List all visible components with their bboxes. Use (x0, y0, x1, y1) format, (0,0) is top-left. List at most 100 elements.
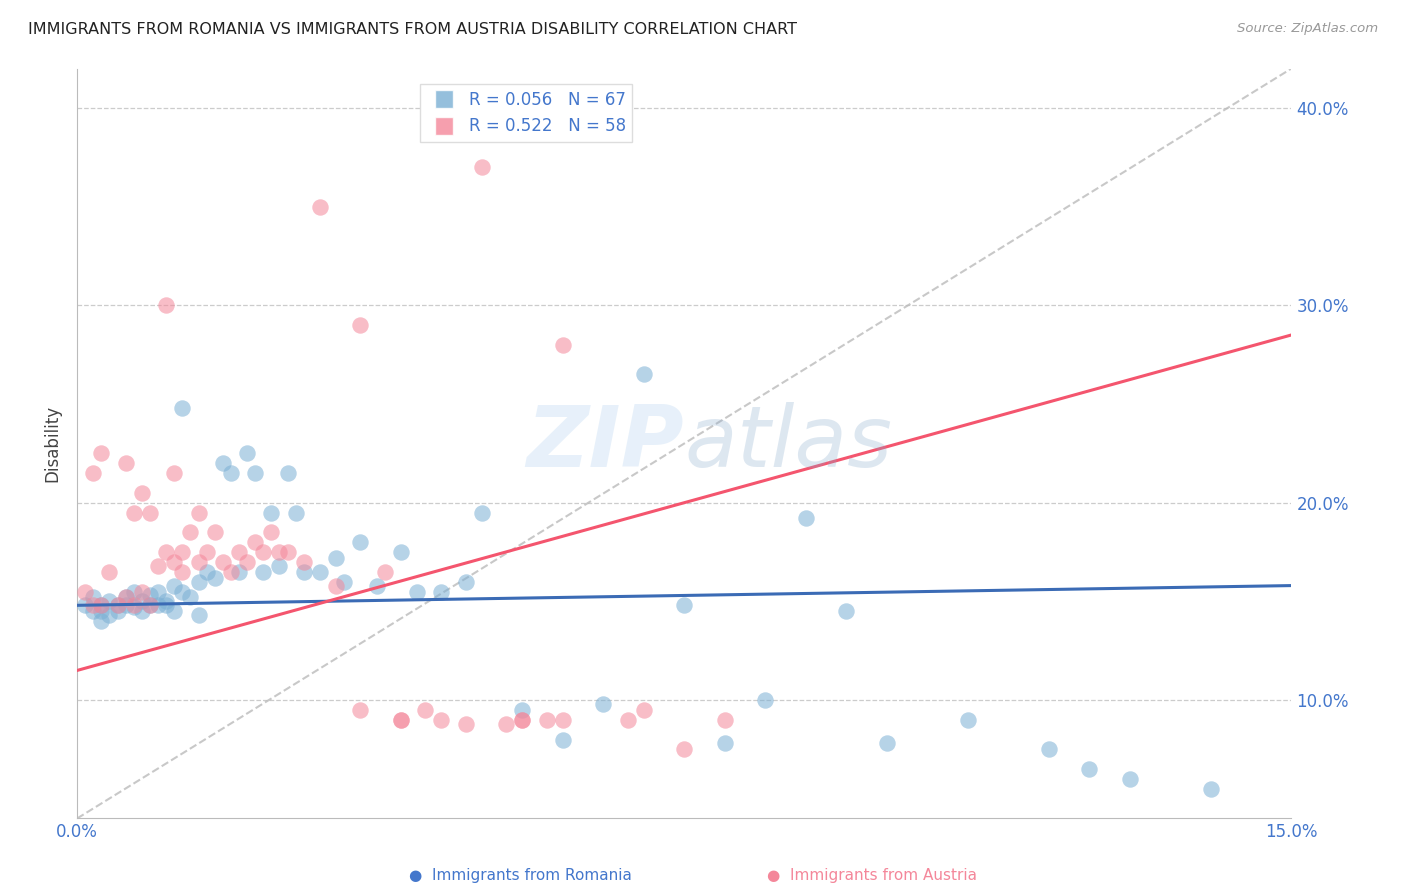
Point (406, 584, 429, 599)
Point (187, 555, 209, 569)
Point (187, 608, 209, 623)
Point (163, 466, 186, 480)
Point (277, 545, 299, 559)
Point (114, 591, 136, 605)
Point (1038, 742, 1060, 756)
Point (195, 565, 218, 579)
Point (75, 599, 97, 613)
Point (219, 466, 242, 480)
Point (374, 565, 396, 579)
Point (187, 574, 209, 589)
Point (260, 525, 283, 540)
Text: ZIP: ZIP (527, 402, 685, 485)
Point (512, 713, 534, 727)
Point (389, 713, 412, 727)
Point (292, 555, 315, 569)
Point (139, 599, 162, 613)
Point (195, 545, 218, 559)
Point (163, 604, 186, 618)
Point (252, 545, 274, 559)
Point (219, 565, 242, 579)
Point (551, 713, 574, 727)
Point (754, 693, 776, 707)
Point (228, 565, 250, 579)
Point (122, 600, 145, 615)
Point (146, 584, 169, 599)
Point (236, 446, 259, 460)
Point (325, 578, 347, 592)
Point (876, 736, 898, 750)
Point (114, 599, 136, 613)
Point (122, 599, 145, 613)
Point (131, 604, 153, 618)
Point (82, 599, 104, 613)
Point (389, 545, 412, 559)
Point (1199, 781, 1222, 796)
Point (90, 604, 112, 618)
Point (122, 584, 145, 599)
Point (349, 318, 371, 332)
Point (325, 551, 347, 566)
Point (633, 368, 655, 382)
Point (269, 545, 291, 559)
Point (454, 716, 477, 731)
Point (179, 525, 201, 540)
Point (284, 506, 307, 520)
Point (252, 565, 274, 579)
Point (131, 594, 153, 608)
Point (349, 535, 371, 549)
Text: IMMIGRANTS FROM ROMANIA VS IMMIGRANTS FROM AUSTRIA DISABILITY CORRELATION CHART: IMMIGRANTS FROM ROMANIA VS IMMIGRANTS FR… (28, 22, 797, 37)
Point (366, 578, 388, 592)
Point (139, 506, 162, 520)
Point (512, 713, 534, 727)
Point (146, 599, 169, 613)
Point (139, 589, 162, 603)
Point (551, 732, 574, 747)
Point (794, 511, 817, 525)
Point (146, 558, 169, 573)
Point (98, 565, 121, 579)
Point (172, 545, 194, 559)
Point (592, 697, 614, 711)
Point (430, 713, 453, 727)
Point (107, 599, 129, 613)
Point (536, 713, 558, 727)
Point (333, 574, 356, 589)
Point (413, 703, 436, 717)
Point (90, 446, 112, 460)
Point (107, 599, 129, 613)
Point (292, 565, 315, 579)
Point (616, 713, 638, 727)
Text: atlas: atlas (685, 402, 893, 485)
Point (633, 703, 655, 717)
Point (139, 599, 162, 613)
Point (172, 401, 194, 415)
Point (269, 558, 291, 573)
Point (155, 545, 177, 559)
Legend: R = 0.056   N = 67, R = 0.522   N = 58: R = 0.056 N = 67, R = 0.522 N = 58 (420, 85, 633, 142)
Point (131, 584, 153, 599)
Point (454, 574, 477, 589)
Point (155, 298, 177, 312)
Text: Source: ZipAtlas.com: Source: ZipAtlas.com (1237, 22, 1378, 36)
Text: ●  Immigrants from Romania: ● Immigrants from Romania (409, 868, 631, 883)
Point (228, 545, 250, 559)
Point (90, 599, 112, 613)
Point (1078, 762, 1101, 776)
Point (114, 456, 136, 470)
Point (82, 604, 104, 618)
Point (90, 599, 112, 613)
Point (389, 713, 412, 727)
Point (90, 614, 112, 628)
Point (471, 506, 494, 520)
Point (122, 506, 145, 520)
Point (260, 506, 283, 520)
Point (204, 571, 226, 585)
Point (82, 466, 104, 480)
Point (471, 160, 494, 174)
Point (309, 200, 332, 214)
Point (98, 594, 121, 608)
Point (107, 604, 129, 618)
Point (245, 466, 267, 480)
Point (163, 578, 186, 592)
